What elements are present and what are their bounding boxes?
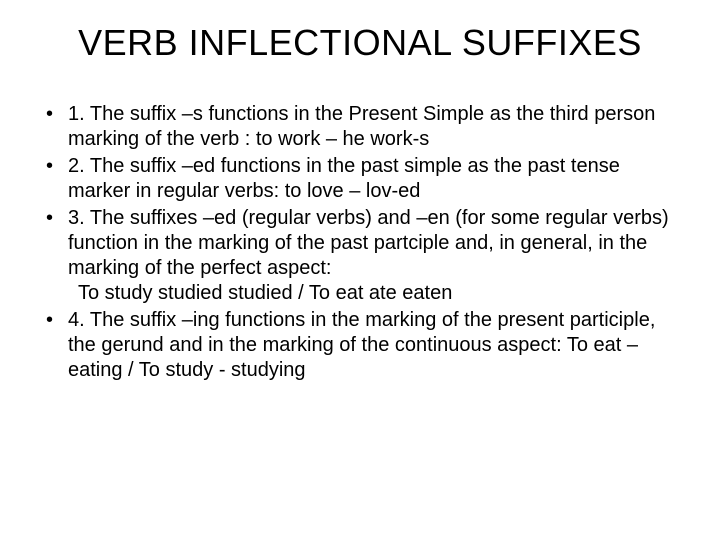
bullet-text: 4. The suffix –ing functions in the mark… <box>68 309 655 381</box>
bullet-text: 1. The suffix –s functions in the Presen… <box>68 103 655 150</box>
bullet-item: 4. The suffix –ing functions in the mark… <box>68 308 680 383</box>
bullet-item: 1. The suffix –s functions in the Presen… <box>68 102 680 152</box>
slide-title: VERB INFLECTIONAL SUFFIXES <box>40 22 680 64</box>
bullet-text: 2. The suffix –ed functions in the past … <box>68 155 620 202</box>
bullet-text: 3. The suffixes –ed (regular verbs) and … <box>68 207 669 279</box>
bullet-item: 3. The suffixes –ed (regular verbs) and … <box>68 206 680 306</box>
slide: VERB INFLECTIONAL SUFFIXES 1. The suffix… <box>0 0 720 540</box>
bullet-list: 1. The suffix –s functions in the Presen… <box>40 102 680 383</box>
bullet-subtext: To study studied studied / To eat ate ea… <box>68 281 680 306</box>
bullet-item: 2. The suffix –ed functions in the past … <box>68 154 680 204</box>
